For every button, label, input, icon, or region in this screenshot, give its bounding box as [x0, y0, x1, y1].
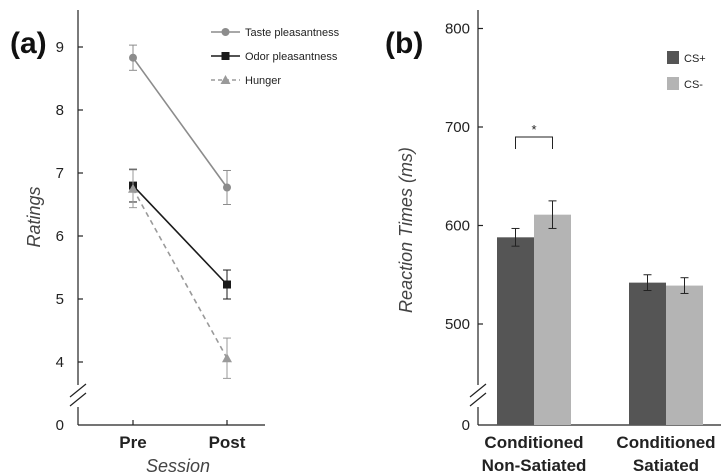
series-line-odor-pleasantness — [132, 185, 228, 286]
panel-label: (a) — [10, 27, 47, 60]
legend-label-hunger: Hunger — [245, 75, 281, 87]
legend-label-odor-pleasantness: Odor pleasantness — [245, 51, 338, 63]
axis-break-mark — [469, 383, 487, 398]
legend-label-taste-pleasantness: Taste pleasantness — [245, 27, 340, 39]
panel-label: (b) — [385, 27, 423, 60]
x-tick-label: Conditioned — [484, 433, 583, 452]
y-tick-label: 9 — [56, 39, 64, 56]
y-tick-label: 8 — [56, 102, 64, 119]
x-tick-label: Pre — [119, 433, 146, 452]
y-tick-label: 0 — [56, 417, 64, 434]
x-tick-label: Satiated — [633, 456, 699, 475]
bar-cs — [534, 214, 571, 425]
legend-label-cs: CS- — [684, 79, 703, 91]
panel-b-reaction-times-chart: (b) 0 500 600 700 800 Reaction Times (ms) Condi… — [385, 10, 721, 475]
axis-break-mark — [69, 383, 87, 398]
axis-break-mark — [69, 392, 87, 407]
series-line-taste-pleasantness — [132, 57, 228, 188]
y-tick-label: 4 — [56, 354, 64, 371]
x-tick-label: Non-Satiated — [482, 456, 587, 475]
y-tick-label: 5 — [56, 291, 64, 308]
axis-break-mark — [469, 392, 487, 407]
legend-marker-hunger — [220, 75, 231, 84]
significance-bracket — [515, 136, 553, 149]
bar-cs — [666, 285, 703, 425]
data-point-taste-pleasantness — [129, 53, 137, 62]
bar-cs — [497, 237, 534, 425]
panel-a-ratings-chart: (a) 0 4 5 6 7 8 9 Pre Post Session Ratings Taste ple… — [10, 10, 340, 476]
x-axis-title: Session — [146, 456, 210, 476]
y-tick-label: 7 — [56, 165, 64, 182]
bar-cs — [629, 282, 666, 425]
y-tick-label: 6 — [56, 228, 64, 245]
y-tick-label: 0 — [462, 417, 470, 434]
legend-marker-odor-pleasantness — [221, 52, 230, 60]
legend-swatch-cs — [667, 77, 679, 90]
significance-marker: * — [531, 122, 536, 137]
series-line-hunger — [132, 188, 228, 359]
axis-break-gap — [70, 385, 86, 407]
y-axis-title: Reaction Times (ms) — [396, 147, 416, 313]
axis-break-gap — [470, 385, 486, 407]
y-tick-label: 600 — [445, 218, 470, 235]
y-tick-label: 700 — [445, 119, 470, 136]
x-tick-label: Post — [209, 433, 246, 452]
legend-marker-taste-pleasantness — [221, 28, 230, 36]
data-point-hunger — [128, 183, 138, 193]
data-point-hunger — [222, 353, 232, 363]
legend-swatch-cs — [667, 51, 679, 64]
x-tick-label: Conditioned — [616, 433, 715, 452]
y-axis-title: Ratings — [24, 186, 44, 247]
y-tick-label: 800 — [445, 21, 470, 38]
data-point-taste-pleasantness — [223, 183, 231, 192]
data-point-odor-pleasantness — [223, 280, 231, 289]
y-tick-label: 500 — [445, 316, 470, 333]
legend-label-cs: CS+ — [684, 53, 706, 65]
